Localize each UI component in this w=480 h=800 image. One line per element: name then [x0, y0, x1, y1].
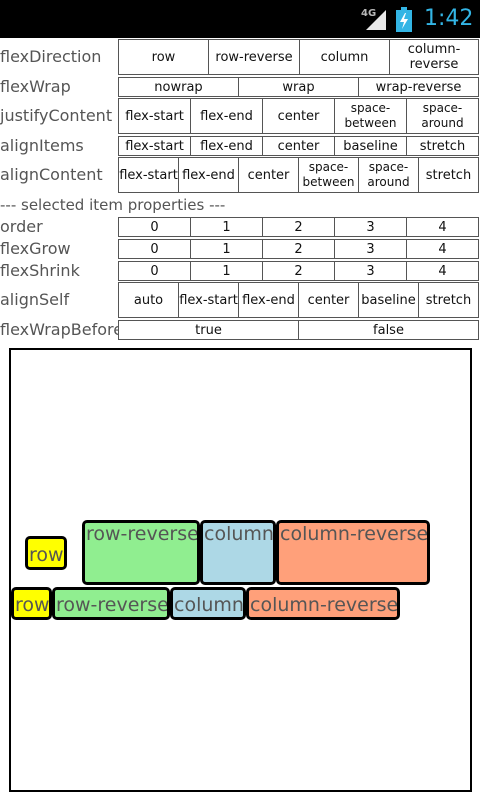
status-bar: 4G 1:42	[0, 0, 480, 38]
order-option-4[interactable]: 4	[406, 218, 478, 236]
align-content-space-around-option[interactable]: space-around	[358, 158, 418, 192]
flex-preview-canvas: row row-reverse column column-reverse ro…	[9, 348, 472, 792]
flex-item[interactable]: column-reverse	[276, 520, 430, 585]
battery-charging-icon	[396, 7, 412, 32]
order-selector: 0 1 2 3 4	[118, 217, 479, 237]
align-content-center-option[interactable]: center	[238, 158, 298, 192]
align-self-label: alignSelf	[0, 290, 70, 309]
align-self-auto-option[interactable]: auto	[133, 292, 164, 308]
signal-icon	[366, 10, 386, 30]
align-items-baseline-option[interactable]: baseline	[334, 137, 406, 155]
justify-content-flex-end-option[interactable]: flex-end	[190, 99, 262, 133]
flex-item[interactable]: row	[11, 587, 52, 620]
align-self-center-option[interactable]: center	[298, 283, 358, 317]
flex-direction-selector: row row-reverse column column-reverse	[118, 39, 479, 75]
flex-direction-label: flexDirection	[0, 47, 102, 66]
justify-content-selector: flex-start flex-end center space-between…	[118, 98, 479, 134]
flex-shrink-option-4[interactable]: 4	[406, 262, 478, 280]
clock: 1:42	[424, 6, 474, 31]
network-type: 4G	[361, 8, 377, 19]
flex-grow-label: flexGrow	[0, 239, 71, 258]
flex-shrink-option-1[interactable]: 1	[190, 262, 262, 280]
align-self-selector: auto flex-start flex-end center baseline…	[118, 282, 479, 318]
flex-wrap-wrap-reverse-option[interactable]: wrap-reverse	[358, 78, 478, 96]
flex-item[interactable]: row-reverse	[52, 587, 170, 620]
flex-direction-column-reverse-option[interactable]: column-reverse	[389, 40, 478, 74]
justify-content-space-around-option[interactable]: space-around	[406, 99, 478, 133]
flex-item[interactable]: row	[25, 536, 67, 570]
flex-shrink-option-3[interactable]: 3	[334, 262, 406, 280]
flex-direction-row-option[interactable]: row	[151, 49, 176, 65]
justify-content-center-option[interactable]: center	[262, 99, 334, 133]
flex-wrap-nowrap-option[interactable]: nowrap	[154, 79, 203, 95]
flex-item[interactable]: row-reverse	[82, 520, 200, 585]
align-self-flex-end-option[interactable]: flex-end	[238, 283, 298, 317]
flex-shrink-option-2[interactable]: 2	[262, 262, 334, 280]
flex-shrink-option-0[interactable]: 0	[150, 263, 159, 279]
justify-content-space-between-option[interactable]: space-between	[334, 99, 406, 133]
flex-direction-row-reverse-option[interactable]: row-reverse	[208, 40, 299, 74]
flex-shrink-label: flexShrink	[0, 261, 80, 280]
align-self-stretch-option[interactable]: stretch	[418, 283, 478, 317]
flex-item[interactable]: column	[200, 520, 276, 585]
flex-grow-option-4[interactable]: 4	[406, 240, 478, 258]
justify-content-flex-start-option[interactable]: flex-start	[125, 108, 184, 124]
align-content-selector: flex-start flex-end center space-between…	[118, 157, 479, 193]
flex-grow-selector: 0 1 2 3 4	[118, 239, 479, 259]
flex-wrap-before-true-option[interactable]: true	[195, 322, 222, 338]
flex-wrap-selector: nowrap wrap wrap-reverse	[118, 77, 479, 97]
align-self-flex-start-option[interactable]: flex-start	[178, 283, 238, 317]
flex-grow-option-0[interactable]: 0	[150, 241, 159, 257]
order-option-3[interactable]: 3	[334, 218, 406, 236]
flex-direction-column-option[interactable]: column	[299, 40, 389, 74]
align-items-flex-end-option[interactable]: flex-end	[190, 137, 262, 155]
order-option-0[interactable]: 0	[150, 219, 159, 235]
align-content-label: alignContent	[0, 165, 103, 184]
align-content-stretch-option[interactable]: stretch	[418, 158, 478, 192]
flex-wrap-before-label: flexWrapBefore	[0, 320, 124, 339]
align-self-baseline-option[interactable]: baseline	[358, 283, 418, 317]
flex-wrap-label: flexWrap	[0, 77, 71, 96]
order-option-1[interactable]: 1	[190, 218, 262, 236]
flex-grow-option-2[interactable]: 2	[262, 240, 334, 258]
order-label: order	[0, 217, 43, 236]
align-items-center-option[interactable]: center	[262, 137, 334, 155]
flex-item[interactable]: column-reverse	[246, 587, 400, 620]
flex-grow-option-3[interactable]: 3	[334, 240, 406, 258]
flex-shrink-selector: 0 1 2 3 4	[118, 261, 479, 281]
align-items-label: alignItems	[0, 136, 84, 155]
selected-item-section-header: --- selected item properties ---	[0, 196, 226, 214]
flex-wrap-wrap-option[interactable]: wrap	[238, 78, 358, 96]
flex-wrap-before-false-option[interactable]: false	[298, 321, 478, 339]
align-content-space-between-option[interactable]: space-between	[298, 158, 358, 192]
justify-content-label: justifyContent	[0, 106, 113, 125]
align-items-flex-start-option[interactable]: flex-start	[125, 138, 184, 154]
align-content-flex-start-option[interactable]: flex-start	[119, 167, 178, 183]
align-items-selector: flex-start flex-end center baseline stre…	[118, 136, 479, 156]
order-option-2[interactable]: 2	[262, 218, 334, 236]
flex-item[interactable]: column	[170, 587, 246, 620]
align-items-stretch-option[interactable]: stretch	[406, 137, 478, 155]
align-content-flex-end-option[interactable]: flex-end	[178, 158, 238, 192]
flex-grow-option-1[interactable]: 1	[190, 240, 262, 258]
flex-wrap-before-selector: true false	[118, 320, 479, 340]
